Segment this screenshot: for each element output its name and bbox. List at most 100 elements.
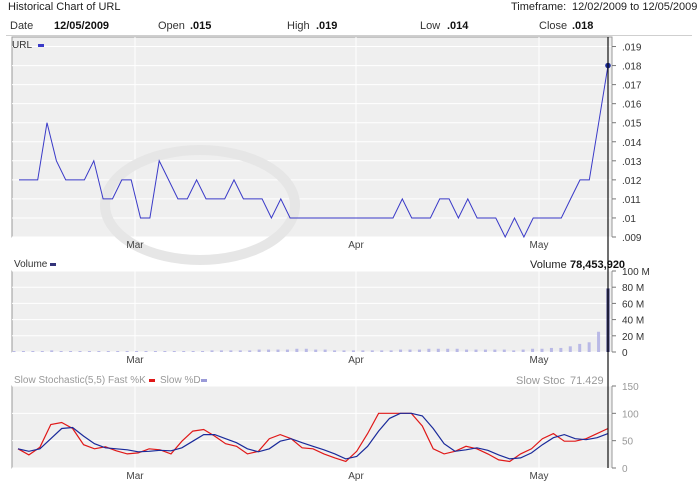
y-tick-label: .015 xyxy=(622,119,642,130)
stochastic-legend-title: Slow Stochastic(5,5) xyxy=(14,375,105,386)
x-tick-label: Mar xyxy=(126,355,144,366)
volume-bar xyxy=(276,349,280,352)
stochastic-y-axis: 150 100 50 0 xyxy=(611,382,639,475)
volume-bar xyxy=(512,350,516,352)
volume-legend-swatch xyxy=(50,263,56,266)
y-tick-label: .012 xyxy=(622,176,642,187)
open-label: Open xyxy=(158,20,185,32)
x-tick-label: Apr xyxy=(348,355,364,366)
watermark xyxy=(100,145,300,265)
volume-bar xyxy=(408,349,412,352)
price-panel: URL .019 .018 .017 .016 .015 .014 .013 .012 .011… xyxy=(11,36,642,265)
volume-bar xyxy=(333,350,337,352)
header-bar: Historical Chart of URL Timeframe: 12/02… xyxy=(0,0,698,15)
x-tick-label: May xyxy=(530,240,549,251)
y-tick-label: 150 xyxy=(622,382,639,393)
y-tick-label: 100 M xyxy=(622,267,650,278)
y-tick-label: 100 xyxy=(622,409,639,420)
x-tick-label: Mar xyxy=(126,240,144,251)
price-x-axis: Mar Apr May xyxy=(126,240,548,251)
volume-bar xyxy=(559,347,563,352)
y-tick-label: .017 xyxy=(622,81,642,92)
volume-bar xyxy=(12,351,16,352)
volume-bar xyxy=(219,350,223,352)
x-tick-label: Apr xyxy=(348,240,364,251)
volume-bar xyxy=(50,350,54,352)
volume-bar xyxy=(31,351,35,352)
volume-bar xyxy=(191,351,195,352)
volume-bar xyxy=(587,342,591,352)
volume-bar xyxy=(182,351,186,352)
fast-k-line xyxy=(17,412,609,463)
y-tick-label: .016 xyxy=(622,100,642,111)
volume-bar xyxy=(257,349,261,352)
volume-y-axis: 100 M 80 M 60 M 40 M 20 M 0 xyxy=(611,267,650,359)
low-label: Low xyxy=(420,20,441,32)
price-legend-label: URL xyxy=(12,40,32,51)
stochastic-series xyxy=(17,412,609,463)
x-tick-label: May xyxy=(530,355,549,366)
stoch-last-label: Slow Stoc xyxy=(516,375,565,387)
volume-bar xyxy=(210,350,214,352)
volume-bar xyxy=(436,348,440,352)
volume-last-value: 78,453,920 xyxy=(570,259,625,271)
volume-bar xyxy=(59,351,63,352)
x-tick-label: Mar xyxy=(126,471,144,482)
volume-bar xyxy=(540,348,544,352)
date-label: Date xyxy=(10,20,34,32)
volume-bar xyxy=(21,351,25,352)
y-tick-label: 80 M xyxy=(622,283,644,294)
volume-bar xyxy=(314,349,318,352)
volume-bar xyxy=(40,351,44,352)
low-value: .014 xyxy=(447,20,469,32)
volume-bar xyxy=(549,347,553,352)
volume-bar xyxy=(351,350,355,352)
volume-bar xyxy=(417,349,421,352)
volume-bar xyxy=(578,343,582,352)
volume-bar xyxy=(229,350,233,352)
stochastic-grid xyxy=(12,385,612,469)
volume-bar xyxy=(304,348,308,352)
volume-bar xyxy=(521,349,525,352)
volume-bar xyxy=(502,349,506,352)
volume-bar xyxy=(389,350,393,352)
volume-bar xyxy=(87,351,91,352)
price-line xyxy=(19,65,609,239)
volume-bar xyxy=(201,351,205,352)
x-tick-label: May xyxy=(530,471,549,482)
high-value: .019 xyxy=(316,20,338,32)
quote-info-bar: Date 12/05/2009 Open .015 High .019 Low … xyxy=(6,17,692,36)
volume-bar xyxy=(295,348,299,352)
volume-bar xyxy=(455,348,459,352)
close-value: .018 xyxy=(572,20,594,32)
high-label: High xyxy=(287,20,310,32)
y-tick-label: .011 xyxy=(622,195,641,206)
volume-panel: Volume Volume 78,453,920 100 M 80 M 60 M 40… xyxy=(11,259,650,366)
y-tick-label: .013 xyxy=(622,157,642,168)
fast-k-legend-label: Fast %K xyxy=(108,375,146,386)
slow-d-line xyxy=(17,412,609,460)
stochastic-plot-area xyxy=(11,385,613,469)
price-y-axis: .019 .018 .017 .016 .015 .014 .013 .012 .011 .01.… xyxy=(611,37,642,244)
volume-bar xyxy=(248,350,252,352)
y-tick-label: 40 M xyxy=(622,316,644,327)
close-label: Close xyxy=(539,20,568,32)
watermark-ring xyxy=(100,145,300,265)
y-tick-label: 60 M xyxy=(622,299,644,310)
volume-bar xyxy=(97,351,101,352)
y-tick-label: .014 xyxy=(622,138,642,149)
volume-bar xyxy=(238,350,242,352)
y-tick-label: 20 M xyxy=(622,332,644,343)
volume-bar xyxy=(361,350,365,352)
fast-k-legend-swatch xyxy=(149,379,155,382)
volume-bar xyxy=(342,350,346,352)
volume-x-axis: Mar Apr May xyxy=(126,355,548,366)
volume-bar xyxy=(483,349,487,352)
volume-legend-label: Volume xyxy=(14,259,48,270)
volume-bar xyxy=(399,349,403,352)
volume-bar xyxy=(135,351,139,352)
volume-bar xyxy=(427,348,431,352)
timeframe-label: Timeframe: xyxy=(511,1,567,13)
